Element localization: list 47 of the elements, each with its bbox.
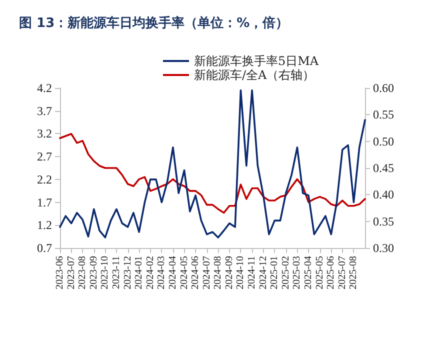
- y2-tick-label: 0.50: [373, 134, 394, 148]
- x-tick-label: 2023-06: [54, 256, 66, 290]
- y-tick-label: 1.2: [37, 218, 52, 232]
- x-tick-label: 2023-07: [66, 256, 77, 290]
- y2-tick-label: 0.40: [373, 188, 394, 202]
- line-series: [59, 89, 366, 238]
- y2-tick-label: 0.55: [373, 108, 394, 122]
- x-tick-label: 2024-08: [212, 256, 224, 290]
- x-tick-label: 2025-02: [280, 256, 292, 290]
- y-tick-label: 1.7: [37, 195, 52, 210]
- x-tick-label: 2024-12: [258, 256, 269, 290]
- x-tick-label: 2025-06: [326, 256, 337, 290]
- legend-label: 新能源车换手率5日MA: [194, 54, 319, 68]
- y2-tick-label: 0.35: [373, 214, 394, 228]
- x-tick-label: 2024-05: [178, 256, 190, 290]
- x-tick-label: 2025-08: [348, 256, 360, 290]
- x-tick-label: 2023-10: [100, 256, 111, 290]
- legend-label: 新能源车/全A（右轴）: [194, 68, 315, 82]
- y-tick-label: 2.2: [37, 172, 52, 186]
- y-tick-label: 0.7: [37, 241, 52, 255]
- x-tick-label: 2024-02: [144, 256, 156, 290]
- x-tick-label: 2023-08: [77, 256, 88, 290]
- x-tick-label: 2023-11: [110, 256, 122, 289]
- y-tick-label: 3.7: [37, 104, 52, 118]
- line-series: [59, 132, 366, 214]
- x-tick-label: 2024-03: [156, 256, 168, 290]
- x-tick-label: 2025-04: [303, 256, 314, 290]
- y-tick-label: 3.2: [37, 126, 52, 141]
- x-tick-label: 2023-09: [88, 256, 100, 290]
- x-tick-label: 2024-06: [190, 256, 202, 290]
- x-tick-label: 2024-04: [167, 256, 178, 290]
- y-tick-label: 2.7: [37, 150, 52, 164]
- x-tick-label: 2024-11: [246, 256, 258, 289]
- x-tick-label: 2025-05: [314, 256, 326, 290]
- x-tick-label: 2023-12: [122, 256, 134, 290]
- x-tick-label: 2024-09: [224, 256, 235, 290]
- y2-tick-label: 0.30: [373, 241, 394, 255]
- x-tick-label: 2024-10: [235, 256, 246, 290]
- y2-tick-label: 0.45: [373, 161, 394, 175]
- x-tick-label: 2024-07: [201, 256, 212, 290]
- x-tick-label: 2025-03: [292, 256, 303, 290]
- x-tick-label: 2024-01: [134, 256, 145, 290]
- x-tick-label: 2025-01: [269, 256, 280, 290]
- y-tick-label: 4.2: [37, 81, 52, 95]
- x-tick-label: 2025-07: [336, 256, 348, 290]
- y2-tick-label: 0.60: [373, 81, 394, 95]
- chart-title: 图 13：新能源车日均换手率（单位：%，倍）: [19, 15, 289, 31]
